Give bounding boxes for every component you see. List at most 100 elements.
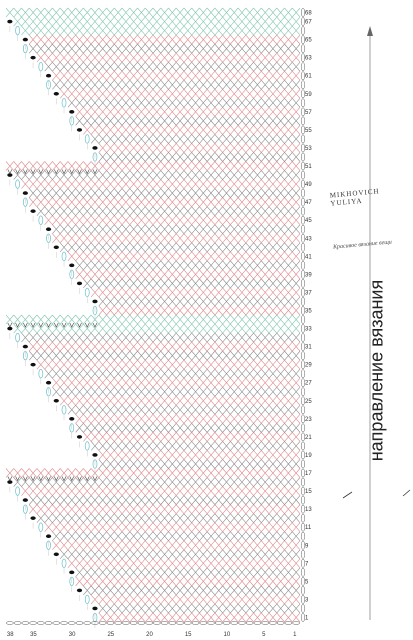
cross-stitch xyxy=(44,495,53,505)
cross-stitch xyxy=(90,25,100,36)
v-stitch-marker xyxy=(23,169,28,175)
cross-stitch xyxy=(199,80,208,90)
cross-stitch xyxy=(214,423,223,433)
edge-stitch-oval xyxy=(300,432,306,442)
cross-stitch xyxy=(129,540,138,550)
cross-stitch xyxy=(237,540,247,550)
cross-stitch xyxy=(175,143,185,153)
cross-stitch xyxy=(75,359,84,370)
cross-stitch xyxy=(253,341,262,352)
cross-stitch xyxy=(137,323,146,334)
cross-stitch xyxy=(191,350,200,361)
cross-stitch xyxy=(230,486,239,496)
cross-stitch xyxy=(276,34,285,45)
cross-stitch xyxy=(168,125,177,135)
chart-row xyxy=(28,504,306,514)
cross-stitch xyxy=(175,558,185,569)
v-stitch-marker xyxy=(69,169,75,175)
chain-oval xyxy=(114,621,123,625)
cross-stitch xyxy=(114,233,123,243)
cross-stitch xyxy=(59,522,69,532)
row-number: 39 xyxy=(305,272,312,278)
cross-stitch xyxy=(160,188,169,198)
cross-stitch xyxy=(206,594,216,605)
cross-stitch xyxy=(59,350,69,361)
cross-stitch xyxy=(145,414,154,424)
cross-stitch xyxy=(284,368,293,379)
cross-stitch xyxy=(121,468,131,478)
cross-stitch xyxy=(284,305,293,316)
cross-stitch xyxy=(276,287,285,298)
chart-row xyxy=(13,170,306,180)
cross-stitch xyxy=(222,197,231,207)
cross-stitch xyxy=(245,332,254,343)
cross-stitch xyxy=(175,504,185,514)
cross-stitch xyxy=(183,161,192,171)
row-number: 59 xyxy=(305,92,312,98)
row-number-labels: 6867656361595755535149474543413937353331… xyxy=(305,11,312,622)
cross-stitch xyxy=(145,531,154,541)
cross-stitch xyxy=(268,323,278,334)
cross-stitch xyxy=(214,603,223,614)
cross-stitch xyxy=(52,504,61,514)
cross-stitch xyxy=(160,504,169,514)
cross-stitch xyxy=(292,495,301,505)
edge-stitch-oval xyxy=(300,297,306,306)
knitting-direction-label: направление вязания xyxy=(367,270,387,470)
cross-stitch xyxy=(83,540,92,550)
cross-stitch xyxy=(245,89,254,99)
cross-stitch xyxy=(137,7,146,18)
row-number: 68 xyxy=(305,11,312,17)
edge-stitch-oval xyxy=(300,342,306,351)
cross-stitch xyxy=(206,332,216,343)
cross-stitch xyxy=(175,459,185,469)
cross-stitch xyxy=(284,531,293,541)
bobble-marker xyxy=(76,588,83,593)
cross-stitch xyxy=(261,215,270,225)
chain-oval xyxy=(29,621,37,625)
cross-stitch xyxy=(284,432,293,442)
cross-stitch xyxy=(284,224,293,234)
cross-stitch xyxy=(230,98,239,108)
cross-stitch xyxy=(137,378,146,388)
cross-stitch xyxy=(137,441,146,451)
cross-stitch xyxy=(191,215,200,225)
cross-stitch xyxy=(206,143,216,153)
cross-stitch xyxy=(83,549,92,559)
cross-stitch xyxy=(129,251,138,262)
cross-stitch xyxy=(5,468,14,478)
cross-stitch xyxy=(199,495,208,505)
cross-stitch xyxy=(137,52,146,63)
cross-stitch xyxy=(121,603,131,614)
cross-stitch xyxy=(152,170,161,180)
cross-stitch xyxy=(114,152,123,162)
cross-stitch xyxy=(206,197,216,207)
cross-stitch xyxy=(106,513,115,523)
cross-stitch xyxy=(191,80,200,90)
cross-stitch xyxy=(59,206,69,216)
cross-stitch xyxy=(183,152,192,162)
edge-stitch-oval xyxy=(300,152,306,162)
cross-stitch xyxy=(183,513,192,523)
cross-stitch xyxy=(253,495,262,505)
cross-stitch xyxy=(183,558,192,569)
cross-stitch xyxy=(152,179,161,189)
bobble-marker xyxy=(22,498,28,502)
cross-stitch xyxy=(245,71,254,81)
cross-stitch xyxy=(206,558,216,569)
cross-stitch xyxy=(137,314,146,325)
cross-stitch xyxy=(106,143,115,153)
cross-stitch xyxy=(160,441,169,451)
cross-stitch xyxy=(114,188,123,198)
bobble-marker xyxy=(30,516,36,520)
cross-stitch xyxy=(21,323,30,334)
v-stitch-marker xyxy=(30,476,36,482)
cross-stitch xyxy=(245,594,254,605)
cross-stitch xyxy=(137,468,146,478)
cross-stitch xyxy=(145,116,154,126)
cross-stitch xyxy=(261,143,270,153)
cross-stitch xyxy=(214,522,223,532)
cross-stitch xyxy=(28,197,38,207)
cross-stitch xyxy=(168,405,177,415)
cross-stitch xyxy=(13,477,22,487)
